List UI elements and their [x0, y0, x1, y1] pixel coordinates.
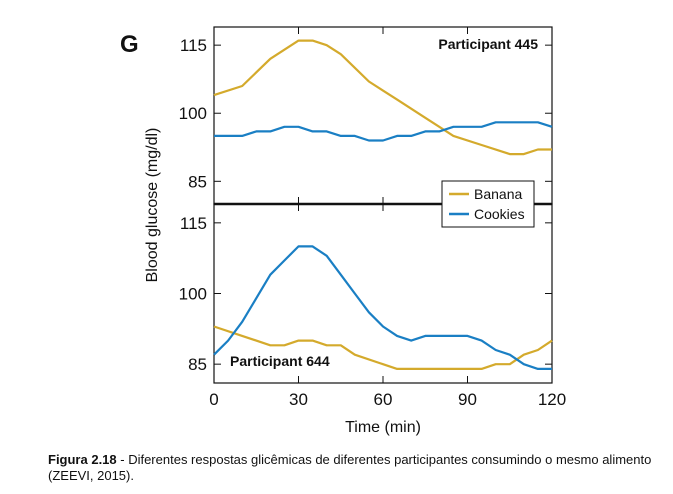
y-tick-label: 85 — [188, 172, 207, 191]
series-line-banana-top — [213, 39, 552, 156]
legend-box — [441, 180, 535, 228]
glucose-chart: G Blood glucose (mg/dl) Time (min) 85 100… — [120, 26, 566, 436]
y-tick-label: 100 — [179, 285, 207, 304]
x-tick-label: 30 — [289, 390, 308, 409]
legend: Banana Cookies — [441, 180, 535, 228]
x-axis-title: Time (min) — [345, 419, 421, 436]
legend-label-cookies: Cookies — [474, 206, 525, 222]
y-tick-label: 85 — [188, 355, 207, 374]
x-tick-label: 90 — [458, 390, 477, 409]
legend-label-banana: Banana — [474, 186, 522, 202]
y-axis-title: Blood glucose (mg/dl) — [144, 128, 161, 283]
caption-text: - Diferentes respostas glicêmicas de dif… — [48, 452, 652, 483]
series-line-cookies-bottom — [213, 245, 552, 370]
y-tick-label: 115 — [180, 214, 207, 233]
x-tick-label: 0 — [209, 390, 218, 409]
participant-title-top: Participant 445 — [438, 36, 538, 52]
x-tick-label: 120 — [538, 390, 566, 409]
participant-title-bottom: Participant 644 — [230, 353, 330, 369]
panel-frame-top — [213, 26, 553, 205]
series-line-banana-bottom — [213, 325, 553, 370]
y-tick-label: 115 — [180, 36, 207, 55]
y-tick-label: 100 — [179, 104, 207, 123]
panel-letter: G — [120, 31, 139, 58]
series-line-cookies-top — [214, 121, 553, 142]
caption-label: Figura 2.18 — [48, 452, 117, 467]
x-tick-label: 60 — [374, 390, 393, 409]
figure-caption: Figura 2.18 - Diferentes respostas glicê… — [48, 452, 658, 484]
